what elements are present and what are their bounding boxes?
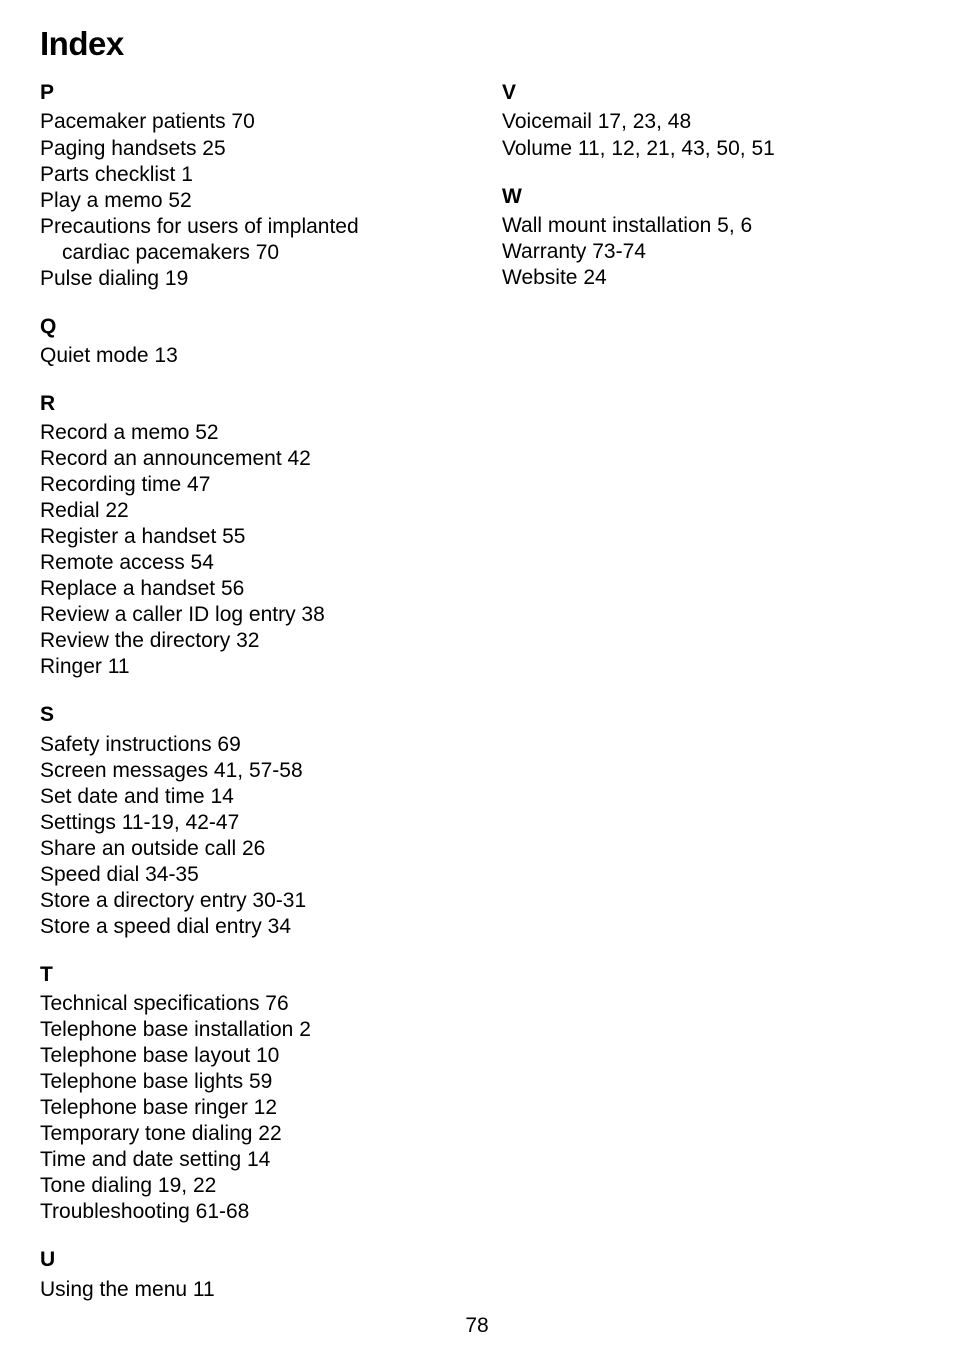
index-letter: W bbox=[502, 184, 902, 209]
index-entry: Review a caller ID log entry 38 bbox=[40, 602, 460, 628]
index-entry: Redial 22 bbox=[40, 498, 460, 524]
index-letter: Q bbox=[40, 314, 460, 339]
index-entries: Using the menu 11 bbox=[40, 1277, 460, 1303]
index-entry: Pacemaker patients 70 bbox=[40, 109, 460, 135]
index-entry: Quiet mode 13 bbox=[40, 343, 460, 369]
index-entries: Wall mount installation 5, 6Warranty 73-… bbox=[502, 213, 902, 291]
index-entry: Remote access 54 bbox=[40, 550, 460, 576]
index-entry: Troubleshooting 61-68 bbox=[40, 1199, 460, 1225]
index-entry: Safety instructions 69 bbox=[40, 732, 460, 758]
index-entry: Parts checklist 1 bbox=[40, 162, 460, 188]
index-entry: Telephone base lights 59 bbox=[40, 1069, 460, 1095]
index-section-t: TTechnical specifications 76Telephone ba… bbox=[40, 962, 460, 1225]
index-entry: Precautions for users of implanted bbox=[40, 214, 460, 240]
index-entry: Store a directory entry 30-31 bbox=[40, 888, 460, 914]
index-entries: Technical specifications 76Telephone bas… bbox=[40, 991, 460, 1225]
index-section-q: Q Quiet mode 13 bbox=[40, 314, 460, 369]
index-entry: Screen messages 41, 57-58 bbox=[40, 758, 460, 784]
index-entry: Ringer 11 bbox=[40, 654, 460, 680]
index-entries: Quiet mode 13 bbox=[40, 343, 460, 369]
index-entry: Website 24 bbox=[502, 265, 902, 291]
index-entry: Telephone base ringer 12 bbox=[40, 1095, 460, 1121]
index-entry: Store a speed dial entry 34 bbox=[40, 914, 460, 940]
index-entry: Register a handset 55 bbox=[40, 524, 460, 550]
index-entry: Telephone base installation 2 bbox=[40, 1017, 460, 1043]
index-entries: Record a memo 52Record an announcement 4… bbox=[40, 420, 460, 680]
index-section-s: S Safety instructions 69Screen messages 4… bbox=[40, 702, 460, 939]
index-letter: S bbox=[40, 702, 460, 727]
index-letter: U bbox=[40, 1247, 460, 1272]
index-section-u: U Using the menu 11 bbox=[40, 1247, 460, 1302]
index-entry: Recording time 47 bbox=[40, 472, 460, 498]
index-entry: Share an outside call 26 bbox=[40, 836, 460, 862]
index-letter: V bbox=[502, 80, 902, 105]
index-entry: Technical specifications 76 bbox=[40, 991, 460, 1017]
index-letter: T bbox=[40, 962, 460, 987]
index-entry: Warranty 73-74 bbox=[502, 239, 902, 265]
column-right: V Voicemail 17, 23, 48Volume 11, 12, 21, … bbox=[502, 80, 902, 1324]
index-entries: Pacemaker patients 70Paging handsets 25P… bbox=[40, 109, 460, 291]
index-section-r: R Record a memo 52Record an announcement … bbox=[40, 391, 460, 681]
index-entry: Play a memo 52 bbox=[40, 188, 460, 214]
index-entry: Wall mount installation 5, 6 bbox=[502, 213, 902, 239]
page-number: 78 bbox=[0, 1314, 954, 1338]
index-entry: Volume 11, 12, 21, 43, 50, 51 bbox=[502, 136, 902, 162]
index-entry: cardiac pacemakers 70 bbox=[40, 240, 460, 266]
index-entry: Tone dialing 19, 22 bbox=[40, 1173, 460, 1199]
index-entry: Review the directory 32 bbox=[40, 628, 460, 654]
index-columns: P Pacemaker patients 70Paging handsets 25… bbox=[40, 80, 914, 1324]
index-entry: Record a memo 52 bbox=[40, 420, 460, 446]
index-section-v: V Voicemail 17, 23, 48Volume 11, 12, 21, … bbox=[502, 80, 902, 161]
index-entry: Time and date setting 14 bbox=[40, 1147, 460, 1173]
index-section-p: P Pacemaker patients 70Paging handsets 25… bbox=[40, 80, 460, 291]
index-letter: P bbox=[40, 80, 460, 105]
page-title: Index bbox=[40, 26, 914, 62]
index-entries: Voicemail 17, 23, 48Volume 11, 12, 21, 4… bbox=[502, 109, 902, 161]
index-entry: Replace a handset 56 bbox=[40, 576, 460, 602]
index-entry: Record an announcement 42 bbox=[40, 446, 460, 472]
index-entry: Temporary tone dialing 22 bbox=[40, 1121, 460, 1147]
index-entry: Pulse dialing 19 bbox=[40, 266, 460, 292]
column-left: P Pacemaker patients 70Paging handsets 25… bbox=[40, 80, 460, 1324]
index-entry: Set date and time 14 bbox=[40, 784, 460, 810]
index-entry: Speed dial 34-35 bbox=[40, 862, 460, 888]
index-entry: Paging handsets 25 bbox=[40, 136, 460, 162]
index-entry: Voicemail 17, 23, 48 bbox=[502, 109, 902, 135]
index-entries: Safety instructions 69Screen messages 41… bbox=[40, 732, 460, 940]
index-letter: R bbox=[40, 391, 460, 416]
index-entry: Telephone base layout 10 bbox=[40, 1043, 460, 1069]
index-section-w: W Wall mount installation 5, 6Warranty 73… bbox=[502, 184, 902, 291]
index-entry: Using the menu 11 bbox=[40, 1277, 460, 1303]
index-entry: Settings 11-19, 42-47 bbox=[40, 810, 460, 836]
page: Index P Pacemaker patients 70Paging hands… bbox=[0, 0, 954, 1354]
